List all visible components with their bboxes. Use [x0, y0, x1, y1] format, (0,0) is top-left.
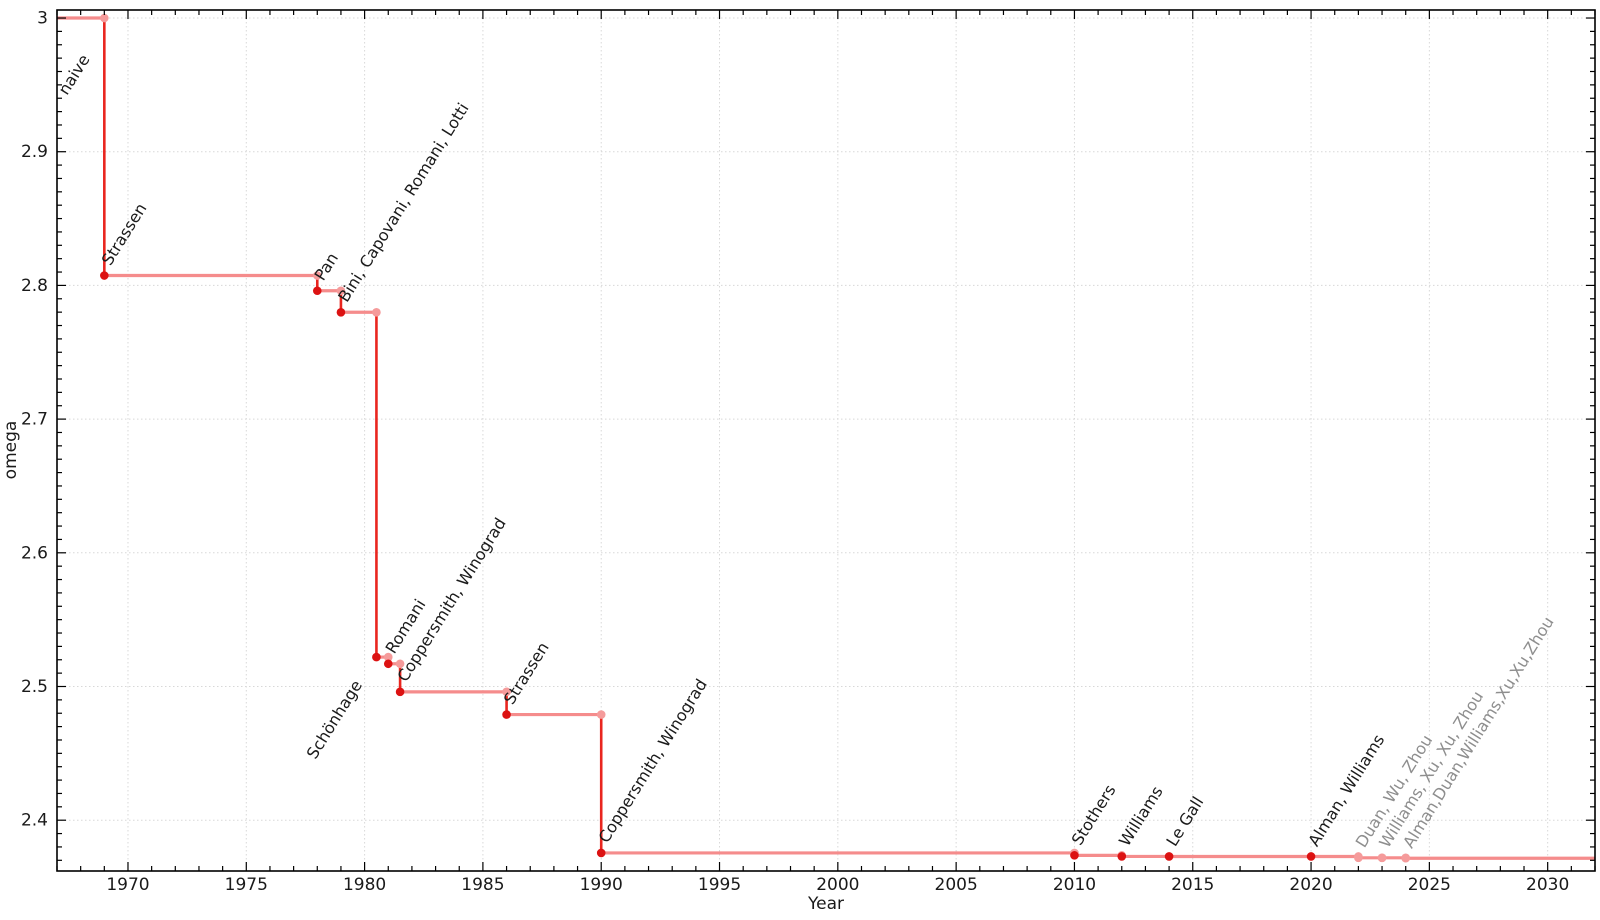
- data-point: [502, 710, 511, 719]
- tick-label-x: 1995: [698, 875, 741, 895]
- tick-label-y: 2.4: [21, 811, 48, 831]
- tick-label-y: 2.8: [21, 276, 48, 296]
- tick-label-y: 2.9: [21, 142, 48, 162]
- point-label: Williams: [1115, 783, 1167, 850]
- step-top-point: [395, 659, 405, 669]
- tick-label-x: 1985: [461, 875, 504, 895]
- tick-label-y: 2.7: [21, 410, 48, 430]
- data-point: [383, 659, 393, 669]
- point-label: Stothers: [1068, 781, 1120, 848]
- step-top-point: [336, 286, 346, 296]
- point-label: Bini, Capovani, Romani, Lotti: [334, 100, 472, 306]
- data-point: [1117, 852, 1127, 861]
- tick-label-x: 2010: [1053, 875, 1096, 895]
- point-label: Williams, Xu, Xu, Zhou: [1375, 688, 1487, 851]
- tick-label-x: 1970: [106, 875, 149, 895]
- tick-label-x: 2000: [816, 875, 859, 895]
- tick-label-x: 2005: [935, 875, 978, 895]
- data-point: [1354, 853, 1363, 863]
- tick-label-y: 3: [37, 9, 48, 29]
- tick-label-x: 2015: [1171, 875, 1214, 895]
- step-top-point: [312, 271, 322, 280]
- tick-label-y: 2.6: [21, 543, 48, 563]
- data-point: [1306, 852, 1316, 861]
- data-point: [336, 307, 346, 317]
- data-point: [312, 286, 322, 296]
- step-top-point: [383, 652, 393, 662]
- data-point: [1401, 853, 1411, 863]
- tick-label-x: 2025: [1408, 875, 1451, 895]
- plot-frame: [56, 9, 1596, 872]
- step-top-point: [100, 13, 109, 23]
- tick-label-x: 2020: [1289, 875, 1332, 895]
- step-top-point: [596, 710, 606, 719]
- data-point: [1164, 852, 1174, 861]
- point-label: Le Gall: [1162, 793, 1207, 849]
- data-point: [596, 848, 606, 858]
- y-axis-title: omega: [1, 421, 21, 480]
- data-point: [395, 687, 405, 697]
- data-point: [100, 271, 109, 280]
- point-label: Alman,Duan,Williams,Xu,Xu,Zhou: [1399, 613, 1558, 851]
- point-label: Schönhage: [303, 677, 366, 763]
- step-top-point: [372, 307, 381, 317]
- data-point: [1377, 853, 1387, 863]
- data-point: [1070, 851, 1079, 860]
- tick-label-x: 1990: [580, 875, 623, 895]
- point-label: Strassen: [500, 639, 553, 708]
- tick-label-x: 2030: [1526, 875, 1569, 895]
- tick-label-x: 1980: [343, 875, 386, 895]
- tick-label-x: 1975: [225, 875, 268, 895]
- x-axis-title: Year: [807, 894, 844, 914]
- step-top-point: [502, 687, 511, 697]
- tick-label-y: 2.5: [21, 677, 48, 697]
- data-point: [372, 652, 381, 662]
